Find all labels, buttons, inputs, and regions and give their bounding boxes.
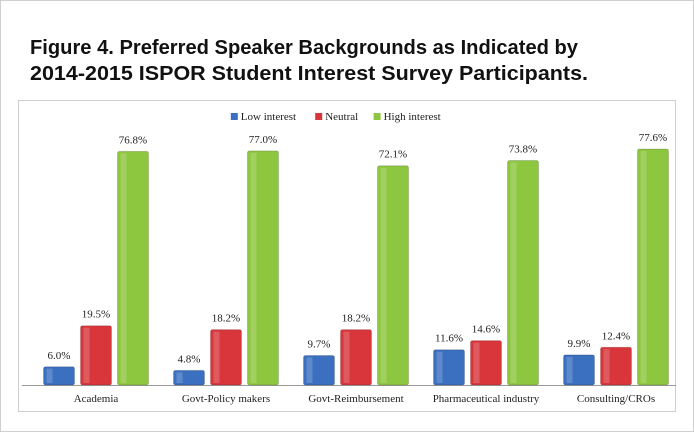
data-label: 77.6% xyxy=(639,132,667,144)
chart-title: 2014-2015 ISPOR Student Interest Survey … xyxy=(30,63,588,85)
bar xyxy=(340,329,372,386)
bar-highlight xyxy=(640,151,647,383)
bar-highlight xyxy=(250,152,257,383)
data-label: 77.0% xyxy=(249,134,277,146)
bar-highlight xyxy=(510,162,517,383)
data-label: 73.8% xyxy=(509,144,537,156)
bar xyxy=(637,148,669,386)
x-tick-label: Govt-Reimbursement xyxy=(308,393,403,405)
bar xyxy=(43,366,75,386)
chart-title: Figure 4. Preferred Speaker Backgrounds … xyxy=(30,37,579,59)
data-label: 19.5% xyxy=(82,309,110,321)
bar-highlight xyxy=(380,167,387,383)
data-label: 4.8% xyxy=(178,353,201,365)
data-label: 18.2% xyxy=(342,313,370,325)
bar-highlight xyxy=(603,349,610,383)
legend-swatch xyxy=(373,113,381,120)
bar-highlight xyxy=(46,368,53,383)
bar-highlight xyxy=(83,327,90,383)
data-label: 72.1% xyxy=(379,149,407,161)
bar-highlight xyxy=(343,331,350,383)
data-label: 9.9% xyxy=(568,338,591,350)
bar xyxy=(80,325,112,386)
data-label: 18.2% xyxy=(212,313,240,325)
data-label: 9.7% xyxy=(308,339,331,351)
legend-label: Low interest xyxy=(241,111,296,123)
bar-highlight xyxy=(306,357,313,383)
bar-highlight xyxy=(213,331,220,383)
data-label: 6.0% xyxy=(48,350,71,362)
bar xyxy=(247,150,279,386)
x-tick-label: Pharmaceutical industry xyxy=(433,393,540,405)
bar xyxy=(507,160,539,386)
bar xyxy=(377,165,409,386)
x-tick-label: Consulting/CROs xyxy=(577,393,655,405)
bar-highlight xyxy=(176,372,183,383)
data-label: 14.6% xyxy=(472,324,500,336)
bar-highlight xyxy=(120,153,127,383)
bar xyxy=(210,329,242,386)
legend-label: Neutral xyxy=(325,111,358,123)
bar xyxy=(433,349,465,386)
x-tick-label: Academia xyxy=(74,393,119,405)
bar-highlight xyxy=(566,356,573,383)
bar-highlight xyxy=(436,351,443,383)
bar xyxy=(303,355,335,386)
x-tick-label: Govt-Policy makers xyxy=(182,393,270,405)
legend-swatch xyxy=(315,113,323,120)
bar-highlight xyxy=(473,342,480,383)
data-label: 76.8% xyxy=(119,134,147,146)
data-label: 11.6% xyxy=(435,333,463,345)
bar xyxy=(563,354,595,386)
bar xyxy=(470,340,502,386)
data-label: 12.4% xyxy=(602,330,630,342)
bar xyxy=(600,346,632,386)
bar xyxy=(117,150,149,386)
legend-swatch xyxy=(230,113,238,120)
bar xyxy=(173,369,205,386)
legend-label: High interest xyxy=(384,111,441,123)
